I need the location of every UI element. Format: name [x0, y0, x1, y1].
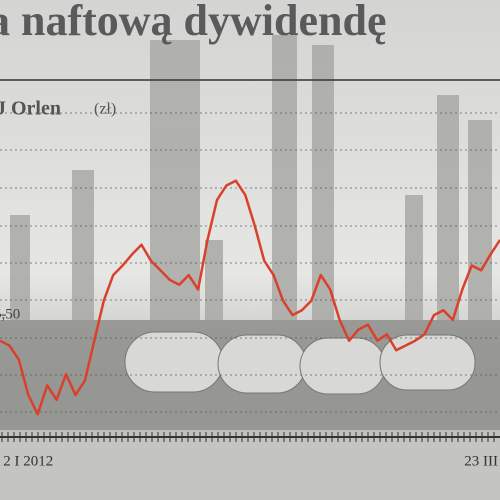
- series-line: [0, 179, 500, 416]
- plot: 5,50 2 I 2012 23 III: [0, 179, 500, 469]
- x-tick-label: 23 III: [464, 453, 498, 469]
- unit-label: (zł): [94, 101, 116, 118]
- chart-subtitle: J Orlen: [0, 98, 61, 120]
- y-tick-label: 5,50: [0, 307, 20, 323]
- x-tick-label: 2 I 2012: [3, 453, 53, 469]
- grid-decoration: [0, 112, 500, 413]
- x-axis-ticks: [1, 432, 495, 442]
- chart-title: a naftową dywidendę: [0, 0, 387, 45]
